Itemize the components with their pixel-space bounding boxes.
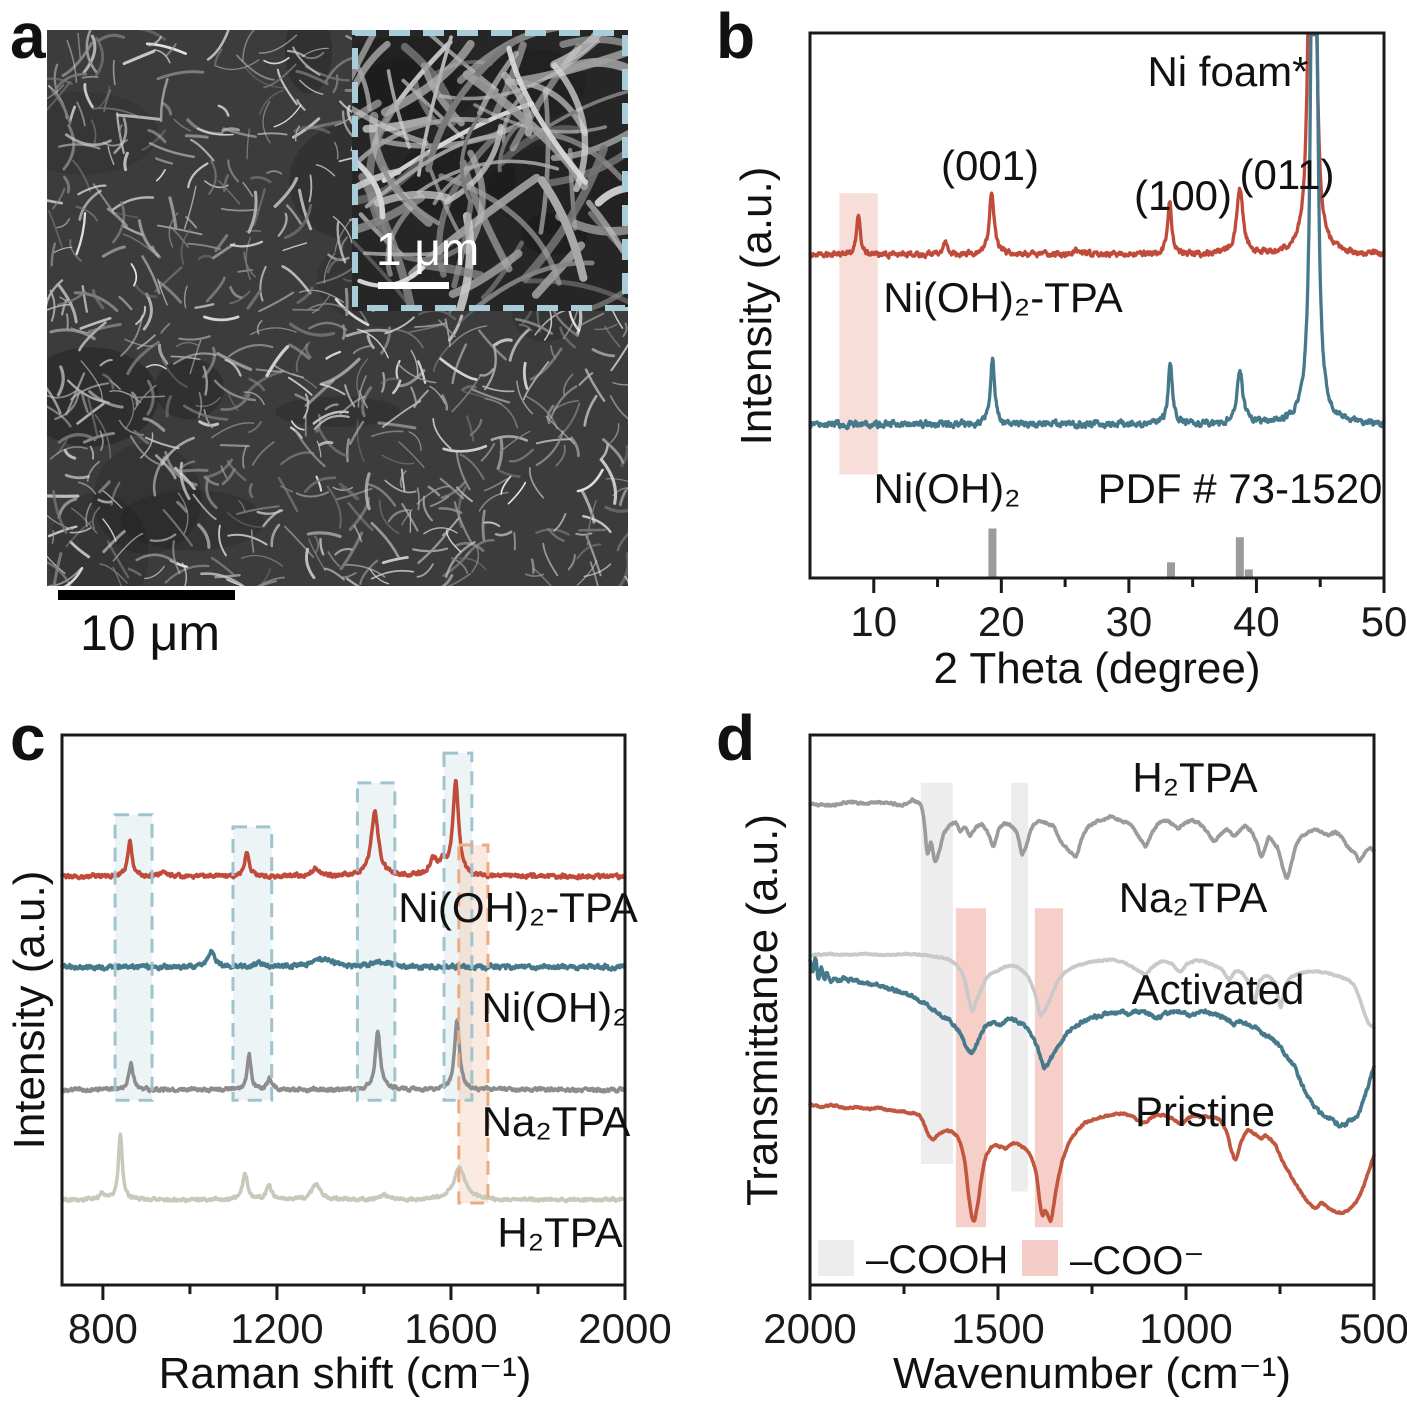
xrd-label-100: (100) <box>1133 172 1233 219</box>
svg-text:800: 800 <box>68 1305 138 1352</box>
legend-swatch-cooh <box>818 1240 854 1276</box>
raman-y-axis-label: Intensity (a.u.) <box>5 870 54 1150</box>
inset-scale-bar <box>378 282 449 289</box>
svg-text:50: 50 <box>1361 598 1407 645</box>
xrd-y-axis-label: Intensity (a.u.) <box>732 166 781 446</box>
panel-letter-c: c <box>10 702 46 774</box>
svg-text:2000: 2000 <box>578 1305 671 1352</box>
xrd-label-pdf-card: PDF # 73-1520 <box>1097 465 1383 512</box>
svg-text:500: 500 <box>1339 1305 1407 1352</box>
xrd-x-axis-label: 2 Theta (degree) <box>933 644 1261 693</box>
raman-label-na2tpa: Na₂TPA <box>481 1098 631 1145</box>
raman-label-nioh2-tpa: Ni(OH)₂-TPA <box>398 884 638 931</box>
legend-label-cooh: –COOH <box>866 1238 1009 1282</box>
ftir-y-axis-label: Transmittance (a.u.) <box>738 813 787 1207</box>
inset-scale-label: 1 μm <box>376 223 480 275</box>
panel-letter-d: d <box>716 702 756 774</box>
svg-text:2000: 2000 <box>763 1305 856 1352</box>
svg-text:30: 30 <box>1106 598 1153 645</box>
svg-text:1500: 1500 <box>951 1305 1044 1352</box>
ftir-label-activated: Activated <box>1131 966 1305 1013</box>
legend-swatch-coo <box>1022 1240 1058 1276</box>
panel-letter-b: b <box>716 0 756 72</box>
xrd-label-001: (001) <box>940 142 1040 189</box>
raman-chart: 800 1200 1600 2000 <box>60 733 672 1352</box>
xrd-chart: 10 20 30 40 50 <box>808 31 1407 645</box>
sem-inset-texture <box>352 30 628 311</box>
scale-bar-label: 10 μm <box>80 605 220 661</box>
svg-text:40: 40 <box>1233 598 1280 645</box>
svg-text:10: 10 <box>850 598 897 645</box>
svg-text:1000: 1000 <box>1139 1305 1232 1352</box>
svg-text:1200: 1200 <box>230 1305 323 1352</box>
xrd-label-011: (011) <box>1239 151 1335 198</box>
ftir-chart: 2000 1500 1000 500 <box>763 733 1407 1352</box>
ftir-label-pristine: Pristine <box>1134 1088 1276 1135</box>
xrd-label-nioh2: Ni(OH)₂ <box>873 465 1021 512</box>
panel-letter-a: a <box>10 0 46 72</box>
ftir-label-h2tpa: H₂TPA <box>1132 754 1258 801</box>
sem-inset: 1 μm <box>352 30 628 311</box>
legend-label-coo: –COO⁻ <box>1070 1239 1205 1283</box>
scale-bar <box>58 590 235 600</box>
raman-label-h2tpa: H₂TPA <box>497 1209 623 1256</box>
sem-image: 1 μm <box>47 30 628 586</box>
raman-x-axis-label: Raman shift (cm⁻¹) <box>158 1349 532 1398</box>
raman-label-nioh2: Ni(OH)₂ <box>481 984 629 1031</box>
xrd-label-nioh2-tpa: Ni(OH)₂-TPA <box>883 274 1123 321</box>
ftir-x-axis-label: Wavenumber (cm⁻¹) <box>892 1349 1292 1398</box>
svg-text:1600: 1600 <box>404 1305 497 1352</box>
svg-text:20: 20 <box>978 598 1025 645</box>
xrd-label-ni-foam: Ni foam* <box>1147 48 1309 95</box>
ftir-label-na2tpa: Na₂TPA <box>1118 874 1268 921</box>
